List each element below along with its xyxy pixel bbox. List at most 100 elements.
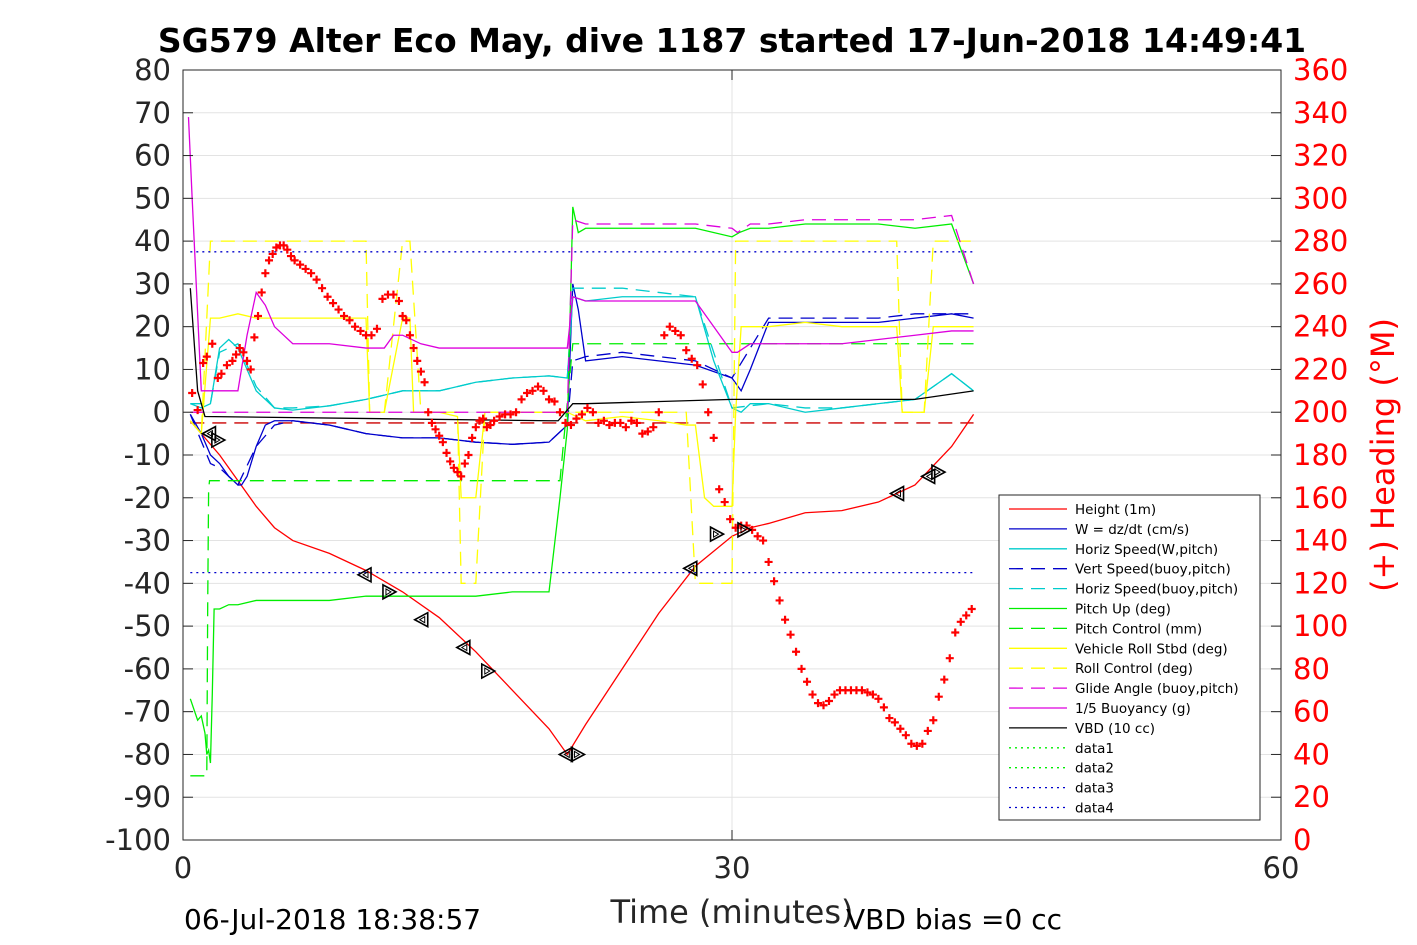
- heading-point: [621, 423, 630, 432]
- y-left-tick-label: 50: [134, 181, 171, 215]
- heading-point: [378, 294, 387, 303]
- y-right-tick-label: 0: [1293, 823, 1311, 857]
- heading-point: [435, 431, 444, 440]
- right-axis-label: (+) Heading (°M): [1364, 318, 1402, 592]
- footer-vbd-bias: VBD bias =0 cc: [846, 903, 1062, 936]
- y-left-tick-label: -90: [124, 780, 171, 814]
- heading-point: [945, 654, 954, 663]
- heading-point: [413, 356, 422, 365]
- heading-point: [797, 664, 806, 673]
- heading-point: [583, 403, 592, 412]
- heading-point: [693, 361, 702, 370]
- heading-point: [605, 421, 614, 430]
- y-left-tick-label: -70: [124, 695, 171, 729]
- heading-point: [471, 423, 480, 432]
- heading-point: [682, 346, 691, 355]
- legend: Height (1m) W = dz/dt (cm/s) Horiz Speed(W…: [998, 494, 1261, 821]
- y-right-tick-label: 140: [1293, 524, 1348, 558]
- heading-point: [442, 448, 451, 457]
- turn-marker-inner: [713, 530, 720, 539]
- heading-point: [764, 557, 773, 566]
- series-line-1-5-buoyancy-g: [187, 117, 974, 392]
- heading-point: [438, 438, 447, 447]
- y-right-tick-label: 80: [1293, 652, 1330, 686]
- turn-marker-inner: [460, 643, 468, 652]
- heading-point: [398, 311, 407, 320]
- heading-point: [885, 714, 894, 723]
- heading-point: [561, 418, 570, 427]
- y-right-tick-label: 120: [1293, 566, 1348, 600]
- heading-point: [550, 397, 559, 406]
- heading-point: [243, 356, 252, 365]
- y-left-tick-label: 10: [134, 352, 171, 386]
- heading-point: [566, 421, 575, 430]
- heading-point: [427, 418, 436, 427]
- heading-point: [449, 463, 458, 472]
- y-right-tick-label: 340: [1293, 96, 1348, 130]
- series-line-vert-speed-buoy-pitch: [189, 313, 974, 487]
- heading-point: [539, 386, 548, 395]
- heading-point: [323, 292, 332, 301]
- series-line-horiz-speed-buoy-pitch: [190, 287, 974, 409]
- y-right-tick-label: 200: [1293, 395, 1348, 429]
- legend-label: VBD (10 cc): [1075, 721, 1155, 737]
- y-right-tick-label: 20: [1293, 780, 1330, 814]
- legend-label: Vehicle Roll Stbd (deg): [1075, 641, 1228, 657]
- y-left-tick-label: -40: [124, 566, 171, 600]
- heading-point: [268, 249, 277, 258]
- y-right-tick-label: 240: [1293, 310, 1348, 344]
- heading-point: [709, 433, 718, 442]
- heading-point: [759, 536, 768, 545]
- x-tick-label: 60: [1263, 851, 1300, 885]
- heading-point: [534, 382, 543, 391]
- heading-point: [202, 352, 211, 361]
- heading-point: [594, 418, 603, 427]
- heading-point: [863, 688, 872, 697]
- heading-point: [490, 416, 499, 425]
- heading-point: [687, 354, 696, 363]
- heading-point: [929, 716, 938, 725]
- heading-point: [312, 275, 321, 284]
- x-tick-label: 30: [714, 851, 751, 885]
- turn-marker-inner: [418, 615, 426, 624]
- heading-point: [918, 739, 927, 748]
- legend-label: W = dz/dt (cm/s): [1075, 522, 1189, 538]
- heading-point: [753, 532, 762, 541]
- turn-markers: [200, 425, 947, 763]
- axis-ticks: 0 30 6080706050403020100-10-20-30-40-50-60…: [105, 53, 1348, 885]
- legend-label: Roll Control (deg): [1075, 661, 1193, 677]
- turn-marker-right: [570, 746, 587, 763]
- turn-marker-inner: [894, 489, 902, 498]
- heading-point: [792, 647, 801, 656]
- y-left-tick-label: -60: [124, 652, 171, 686]
- turn-marker-inner: [214, 436, 221, 444]
- heading-point: [907, 739, 916, 748]
- y-right-tick-label: 160: [1293, 481, 1348, 515]
- turn-marker-inner: [687, 564, 695, 573]
- heading-point: [599, 416, 608, 425]
- heading-point: [555, 408, 564, 417]
- heading-point: [940, 675, 949, 684]
- heading-point: [517, 395, 526, 404]
- series-line-height-1m: [189, 413, 975, 756]
- heading-point: [367, 331, 376, 340]
- legend-label: data3: [1075, 781, 1114, 797]
- heading-point: [307, 269, 316, 278]
- legend-label: data2: [1075, 761, 1114, 777]
- turn-marker-left: [888, 485, 905, 502]
- heading-point: [301, 264, 310, 273]
- heading-point: [446, 457, 455, 466]
- heading-point: [356, 326, 365, 335]
- heading-point: [819, 701, 828, 710]
- y-left-tick-label: 20: [134, 310, 171, 344]
- heading-point: [577, 410, 586, 419]
- heading-point: [431, 425, 440, 434]
- legend-label: data4: [1075, 801, 1114, 817]
- turn-marker-inner: [484, 667, 491, 675]
- heading-point: [654, 408, 663, 417]
- heading-point: [460, 459, 469, 468]
- turn-marker-left: [413, 611, 429, 629]
- heading-point: [318, 284, 327, 293]
- heading-point: [665, 322, 674, 331]
